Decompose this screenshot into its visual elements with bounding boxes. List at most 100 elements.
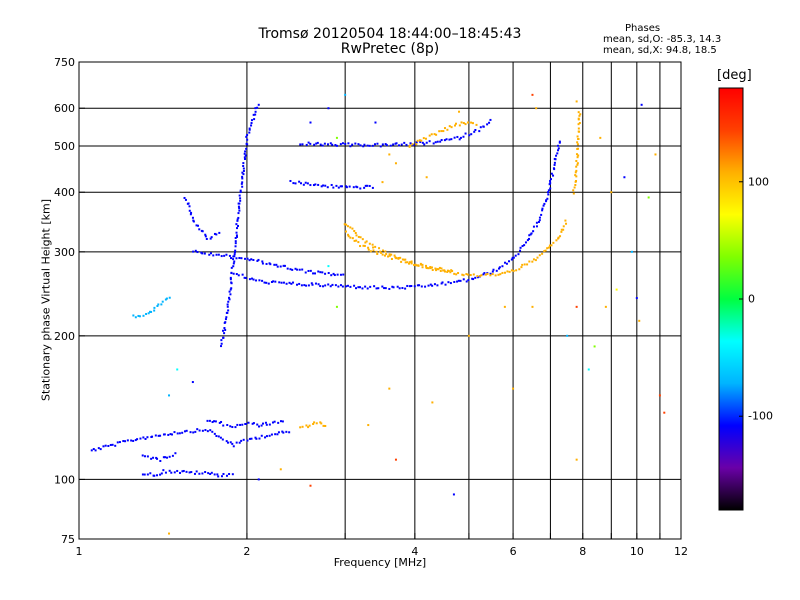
echo-point <box>445 138 448 141</box>
echo-point <box>170 471 173 474</box>
echo-point <box>467 279 470 282</box>
echo-point <box>225 253 228 256</box>
echo-point <box>347 235 350 238</box>
echo-point <box>475 123 478 126</box>
echo-point <box>190 211 193 214</box>
echo-point <box>102 445 105 448</box>
echo-point <box>457 279 460 282</box>
echo-point <box>425 267 428 270</box>
echo-point <box>124 440 127 443</box>
echo-point <box>159 473 162 476</box>
echo-point <box>557 147 560 150</box>
echo-trace <box>572 111 582 195</box>
echo-point <box>153 306 156 309</box>
echo-point <box>159 434 162 437</box>
echo-point <box>237 216 240 219</box>
echo-point <box>273 420 276 423</box>
echo-point <box>576 156 579 159</box>
echo-point <box>421 263 424 266</box>
echo-point <box>229 441 232 444</box>
echo-point <box>241 185 244 188</box>
echo-point <box>252 422 255 425</box>
echo-point <box>549 182 552 185</box>
echo-point <box>209 252 212 255</box>
echo-point <box>141 473 144 476</box>
echo-point <box>220 339 223 342</box>
echo-point <box>228 296 231 299</box>
echo-trace <box>344 230 453 273</box>
echo-point <box>173 431 176 434</box>
echo-point <box>283 264 286 267</box>
y-tick-label: 100 <box>54 473 75 486</box>
echo-point <box>319 271 322 274</box>
echo-point <box>514 254 517 257</box>
echo-point <box>248 131 251 134</box>
echo-point <box>324 424 327 427</box>
echo-point <box>178 471 181 474</box>
echo-point <box>147 312 150 315</box>
echo-point <box>392 286 395 289</box>
echo-point <box>301 268 304 271</box>
echo-point <box>327 265 330 268</box>
echo-point <box>236 218 239 221</box>
echo-point <box>109 443 112 446</box>
echo-point <box>408 145 411 148</box>
echo-point <box>394 162 397 165</box>
echo-point <box>291 268 294 271</box>
echo-point <box>261 279 264 282</box>
echo-point <box>347 233 350 236</box>
echo-point <box>476 276 479 279</box>
echo-point <box>501 271 504 274</box>
echo-point <box>167 433 170 436</box>
echo-point <box>191 216 194 219</box>
echo-point <box>383 287 386 290</box>
echo-point <box>395 257 398 260</box>
echo-point <box>274 433 277 436</box>
echo-point <box>238 202 241 205</box>
x-tick-label: 1 <box>76 545 83 558</box>
echo-point <box>552 174 555 177</box>
echo-point <box>416 139 419 142</box>
echo-point <box>252 259 255 262</box>
echo-point <box>230 271 233 274</box>
echo-point <box>168 455 171 458</box>
echo-point <box>258 425 261 428</box>
echo-point <box>309 269 312 272</box>
echo-point <box>194 430 197 433</box>
echo-trace <box>343 219 568 278</box>
echo-point <box>215 253 218 256</box>
echo-point <box>345 223 348 226</box>
echo-point <box>94 449 97 452</box>
echo-point <box>234 426 237 429</box>
echo-point <box>553 161 556 164</box>
echo-point <box>415 143 418 146</box>
echo-point <box>248 128 251 131</box>
echo-point <box>239 197 242 200</box>
echo-point <box>156 474 159 477</box>
echo-point <box>261 262 264 265</box>
echo-trace <box>299 118 492 148</box>
echo-point <box>163 433 166 436</box>
echo-point <box>228 290 231 293</box>
echo-point <box>242 173 245 176</box>
echo-point <box>575 305 578 308</box>
echo-point <box>230 287 233 290</box>
echo-point <box>352 186 355 189</box>
echo-point <box>437 268 440 271</box>
echo-point <box>217 435 220 438</box>
echo-point <box>307 284 310 287</box>
echo-point <box>303 284 306 287</box>
echo-point <box>220 475 223 478</box>
echo-point <box>142 436 145 439</box>
echo-point <box>269 263 272 266</box>
echo-point <box>498 267 501 270</box>
echo-point <box>258 437 261 440</box>
echo-point <box>575 175 578 178</box>
echo-point <box>354 142 357 145</box>
echo-point <box>174 452 177 455</box>
echo-point <box>315 422 318 425</box>
echo-point <box>362 244 365 247</box>
echo-point <box>192 431 195 434</box>
echo-point <box>472 273 475 276</box>
echo-point <box>447 281 450 284</box>
